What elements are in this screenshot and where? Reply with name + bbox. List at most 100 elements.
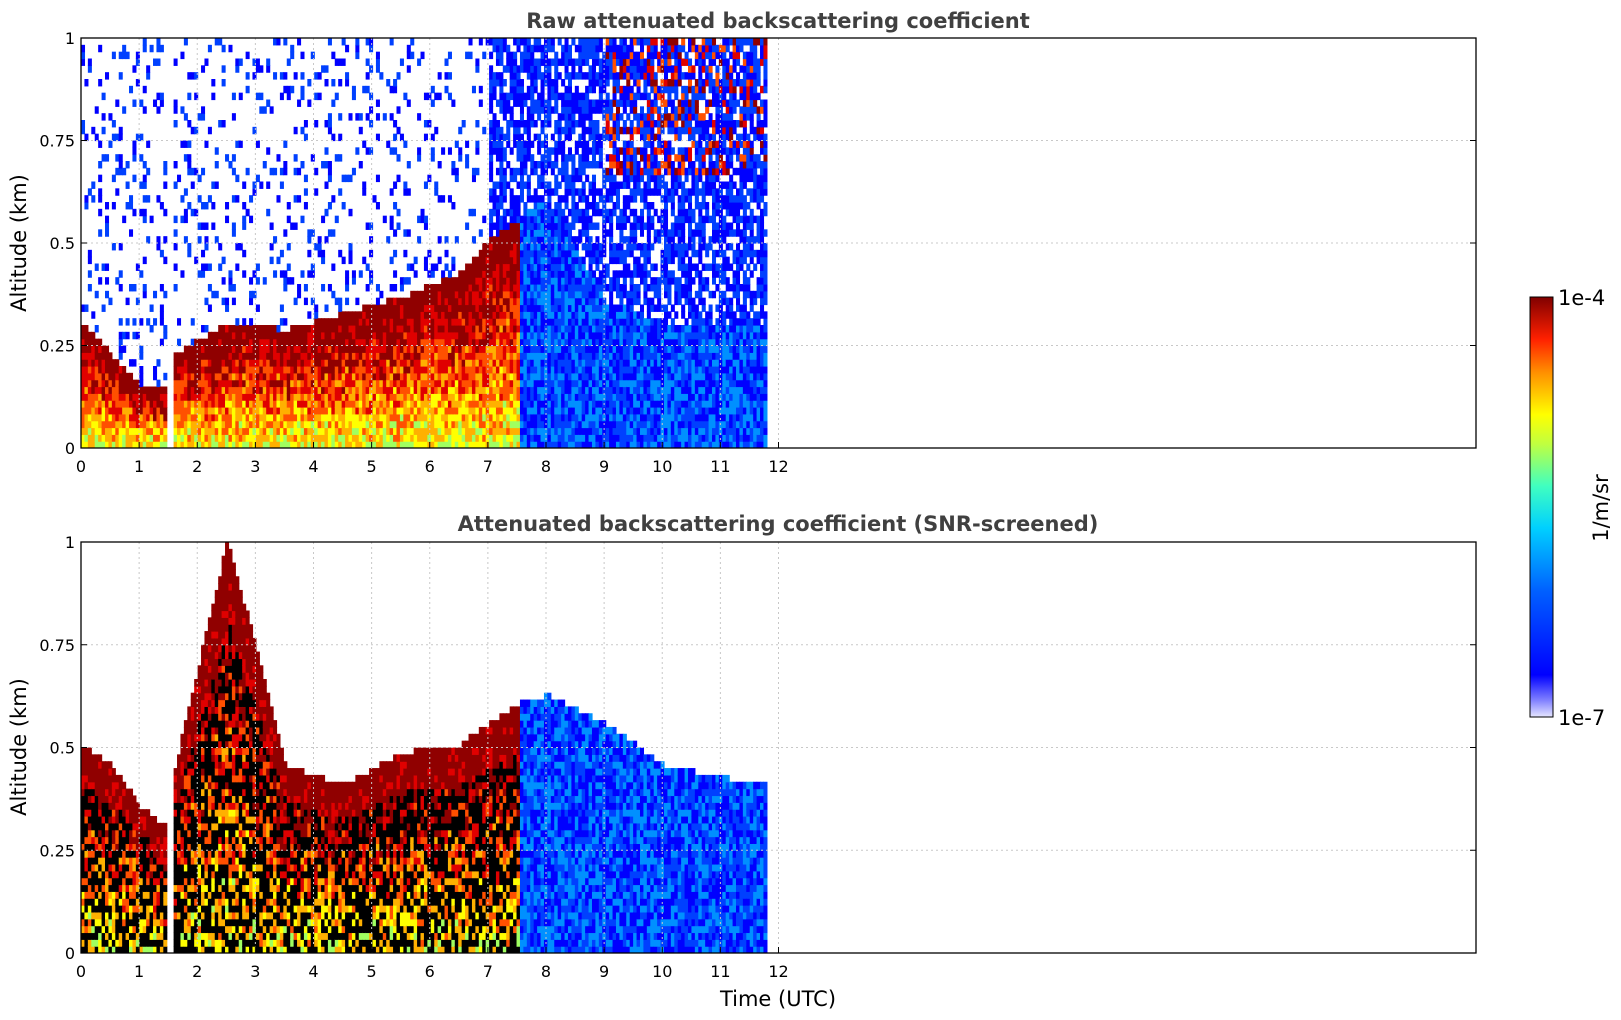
heatmap-cell <box>362 188 367 196</box>
heatmap-cell <box>324 413 329 422</box>
heatmap-cell <box>478 379 483 388</box>
heatmap-cell <box>602 133 607 142</box>
heatmap-cell <box>218 263 223 271</box>
heatmap-cell <box>163 407 168 415</box>
heatmap-cell <box>598 407 603 415</box>
heatmap-cell <box>98 174 103 183</box>
heatmap-cell <box>588 202 593 210</box>
heatmap-cell <box>245 325 250 333</box>
heatmap-cell <box>187 120 192 128</box>
heatmap-cell <box>201 352 206 360</box>
heatmap-cell <box>382 400 387 408</box>
heatmap-cell <box>81 413 86 422</box>
heatmap-cell <box>513 92 518 101</box>
heatmap-cell <box>375 113 380 121</box>
heatmap-cell <box>561 270 566 278</box>
heatmap-cell <box>550 372 555 381</box>
heatmap-cell <box>554 140 559 148</box>
heatmap-cell <box>513 65 518 73</box>
heatmap-cell <box>310 407 315 415</box>
heatmap-cell <box>615 79 621 87</box>
heatmap-cell <box>183 413 188 422</box>
heatmap-cell <box>489 92 494 101</box>
heatmap-cell <box>297 400 302 408</box>
heatmap-cell <box>351 420 356 429</box>
heatmap-cell <box>595 359 600 367</box>
heatmap-cell <box>578 345 583 353</box>
heatmap-cell <box>451 263 456 271</box>
heatmap-cell <box>437 92 442 101</box>
heatmap-cell <box>447 359 452 367</box>
heatmap-cell <box>393 181 398 189</box>
heatmap-cell <box>519 441 524 448</box>
heatmap-cell <box>499 386 504 394</box>
heatmap-cell <box>523 400 528 408</box>
heatmap-cell <box>502 92 507 101</box>
heatmap-cell <box>420 366 425 374</box>
heatmap-cell <box>423 400 428 408</box>
heatmap-cell <box>578 331 583 340</box>
heatmap-cell <box>523 407 528 415</box>
heatmap-cell <box>585 420 590 429</box>
heatmap-cell <box>495 263 500 271</box>
heatmap-cell <box>626 407 631 415</box>
heatmap-cell <box>132 393 137 401</box>
heatmap-cell <box>362 441 367 448</box>
heatmap-cell <box>273 270 278 278</box>
heatmap-cell <box>499 420 504 429</box>
heatmap-cell <box>375 345 380 353</box>
heatmap-cell <box>492 311 497 319</box>
heatmap-cell <box>482 359 487 367</box>
heatmap-cell <box>153 366 158 374</box>
heatmap-cell <box>139 427 144 435</box>
heatmap-cell <box>622 325 627 333</box>
heatmap-cell <box>516 427 521 435</box>
heatmap-cell <box>396 407 401 415</box>
heatmap-cell <box>108 393 113 401</box>
heatmap-cell <box>84 331 89 340</box>
heatmap-cell <box>334 400 339 408</box>
heatmap-cell <box>242 345 247 353</box>
heatmap-cell <box>293 427 298 435</box>
heatmap-cell <box>550 318 555 326</box>
heatmap-cell <box>369 38 374 46</box>
heatmap-cell <box>513 51 518 60</box>
heatmap-cell <box>526 147 531 155</box>
heatmap-cell <box>331 427 336 435</box>
heatmap-cell <box>423 407 428 415</box>
heatmap-cell <box>300 372 305 381</box>
heatmap-cell <box>84 304 89 312</box>
heatmap-cell <box>482 427 487 435</box>
heatmap-cell <box>605 393 610 401</box>
heatmap-cell <box>557 229 562 237</box>
heatmap-cell <box>362 311 367 319</box>
heatmap-cell <box>139 270 144 278</box>
heatmap-cell <box>564 106 569 114</box>
heatmap-cell <box>485 407 490 415</box>
heatmap-cell <box>410 379 415 388</box>
heatmap-cell <box>101 441 106 448</box>
heatmap-cell <box>571 290 576 299</box>
heatmap-cell <box>516 311 521 319</box>
heatmap-cell <box>324 181 329 189</box>
heatmap-cell <box>345 270 350 278</box>
heatmap-cell <box>622 359 627 367</box>
heatmap-cell <box>149 304 154 312</box>
heatmap-cell <box>423 434 428 442</box>
heatmap-cell <box>454 379 459 388</box>
heatmap-cell <box>351 386 356 394</box>
heatmap-cell <box>269 400 274 408</box>
heatmap-cell <box>609 256 614 265</box>
heatmap-cell <box>303 345 308 353</box>
heatmap-cell <box>177 413 182 422</box>
heatmap-cell <box>252 393 257 401</box>
heatmap-cell <box>471 284 476 292</box>
heatmap-cell <box>389 393 394 401</box>
heatmap-cell <box>231 413 236 422</box>
heatmap-cell <box>245 393 250 401</box>
heatmap-cell <box>190 208 195 217</box>
heatmap-cell <box>406 345 411 353</box>
heatmap-cell <box>441 386 446 394</box>
heatmap-cell <box>478 413 483 422</box>
heatmap-cell <box>598 345 603 353</box>
